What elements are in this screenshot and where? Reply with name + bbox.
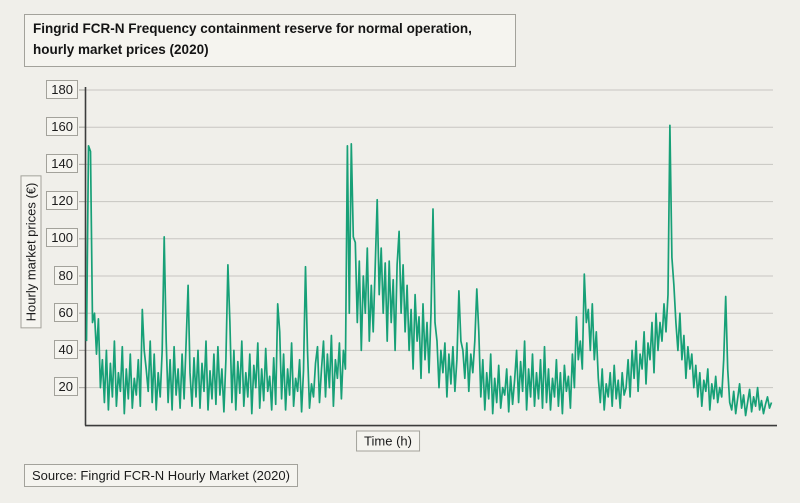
y-tick-label: 140 (46, 153, 78, 173)
y-tick-label: 100 (46, 228, 78, 248)
y-tick-label: 120 (46, 191, 78, 211)
y-tick-label: 20 (53, 377, 78, 397)
x-axis-title: Time (h) (356, 430, 420, 452)
source-caption: Source: Fingrid FCR-N Hourly Market (202… (24, 464, 298, 487)
y-tick-label: 160 (46, 116, 78, 136)
y-tick-label: 180 (46, 79, 78, 99)
y-tick-label: 80 (53, 265, 78, 285)
chart-title-line1: Fingrid FCR-N Frequency containment rese… (33, 21, 472, 36)
chart-title-line2: hourly market prices (2020) (33, 41, 209, 57)
chart-title: Fingrid FCR-N Frequency containment rese… (24, 14, 516, 67)
y-axis-title: Hourly market prices (€) (20, 175, 42, 329)
y-tick-label: 40 (53, 339, 78, 359)
y-tick-label: 60 (53, 302, 78, 322)
